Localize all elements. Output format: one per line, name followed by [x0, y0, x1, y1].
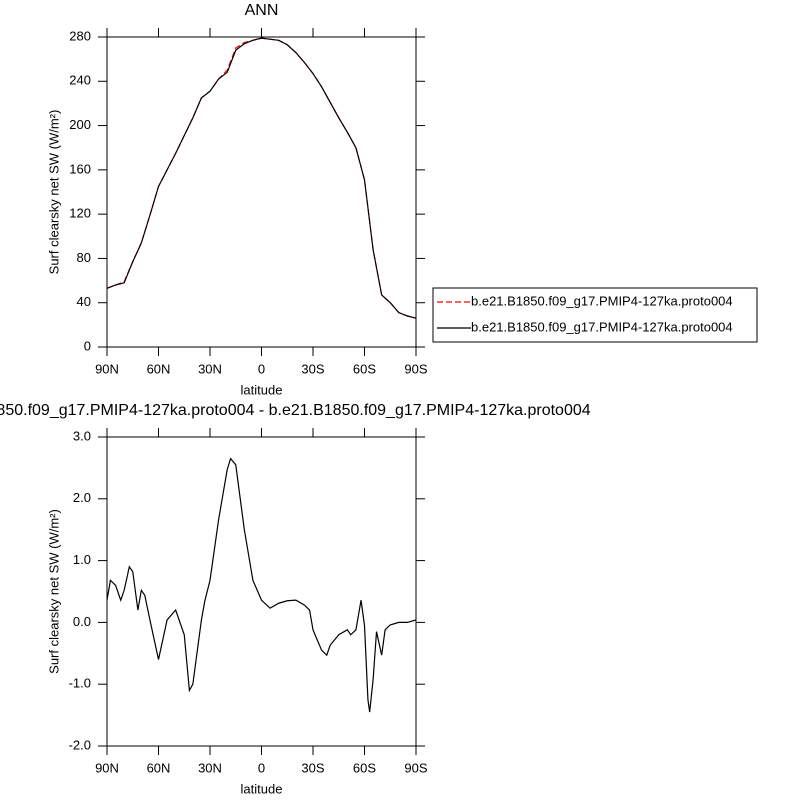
y-tick-label: 2.0: [73, 490, 91, 505]
y-tick-label: 0: [84, 338, 91, 353]
legend-box: [432, 287, 758, 343]
x-tick-label: 90N: [95, 760, 119, 775]
x-tick-label: 30S: [301, 361, 324, 376]
y-tick-label: 80: [77, 250, 91, 265]
y-tick-label: -2.0: [69, 737, 91, 752]
x-tick-label: 60S: [353, 760, 376, 775]
data-line: [106, 37, 417, 319]
data-line: [106, 37, 417, 319]
y-tick-label: 160: [69, 161, 91, 176]
plot-frame: [106, 436, 417, 747]
chart-title: ANN: [245, 2, 279, 19]
y-tick-label: 240: [69, 73, 91, 88]
x-tick-label: 0: [258, 361, 265, 376]
x-tick-label: 0: [258, 760, 265, 775]
legend-label: b.e21.B1850.f09_g17.PMIP4-127ka.proto004: [471, 293, 733, 308]
x-tick-label: 90S: [404, 760, 427, 775]
x-tick-label: 30N: [198, 760, 222, 775]
x-tick-label: 60N: [147, 760, 171, 775]
legend-label: b.e21.B1850.f09_g17.PMIP4-127ka.proto004: [471, 319, 733, 334]
x-tick-label: 30S: [301, 760, 324, 775]
x-tick-label: 90S: [404, 361, 427, 376]
y-tick-label: 1.0: [73, 552, 91, 567]
y-tick-label: 120: [69, 206, 91, 221]
data-line: [106, 457, 417, 713]
y-tick-label: 40: [77, 294, 91, 309]
chart-title: b.e21.B1850.f09_g17.PMIP4-127ka.proto004…: [0, 402, 591, 419]
x-tick-label: 30N: [198, 361, 222, 376]
x-axis-label: latitude: [241, 781, 283, 796]
y-axis-label: Surf clearsky net SW (W/m²): [46, 110, 61, 275]
x-tick-label: 60S: [353, 361, 376, 376]
y-tick-label: -1.0: [69, 676, 91, 691]
x-tick-label: 60N: [147, 361, 171, 376]
x-axis-label: latitude: [241, 382, 283, 397]
y-tick-label: 200: [69, 117, 91, 132]
plot-frame: [106, 36, 417, 348]
y-axis-label: Surf clearsky net SW (W/m²): [46, 509, 61, 674]
y-tick-label: 3.0: [73, 428, 91, 443]
y-tick-label: 280: [69, 28, 91, 43]
y-tick-label: 0.0: [73, 614, 91, 629]
x-tick-label: 90N: [95, 361, 119, 376]
